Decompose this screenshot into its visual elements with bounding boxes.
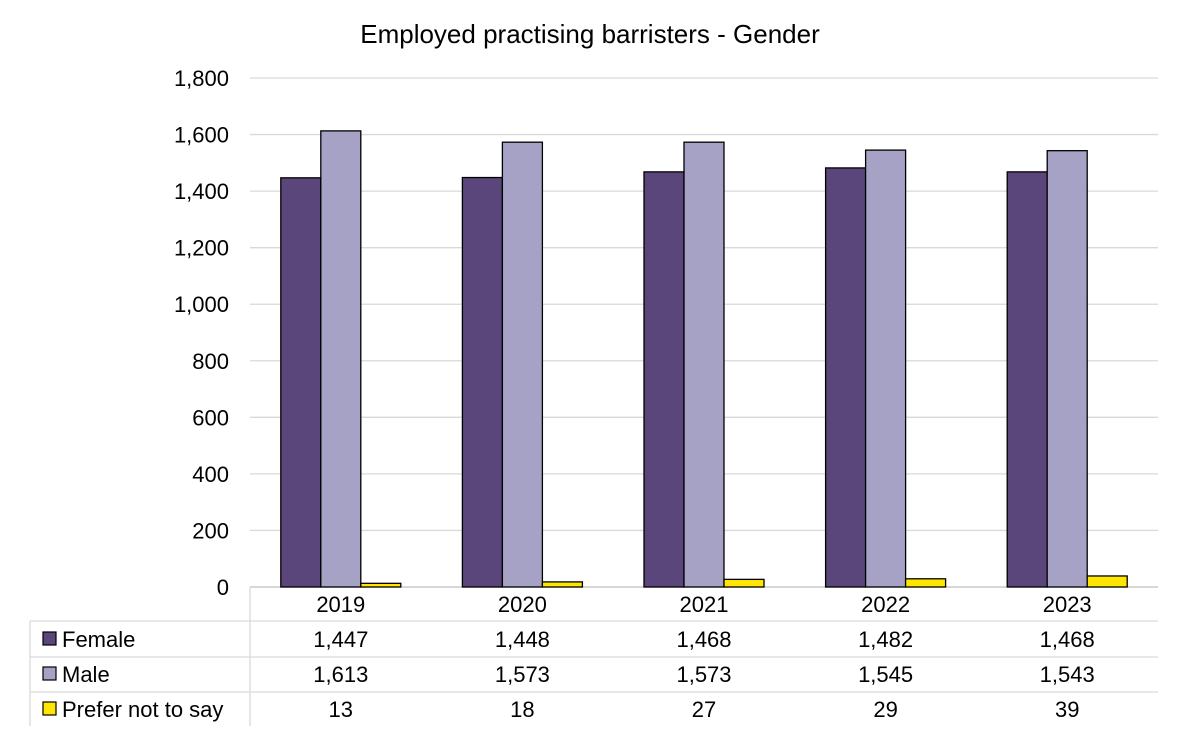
x-tick-label: 2021 [680,592,729,617]
bar [360,582,402,588]
data-label: 1,573 [676,662,731,687]
x-tick-label: 2019 [316,592,365,617]
bar [824,167,867,588]
x-tick-label: 2022 [861,592,910,617]
data-label: 1,573 [495,662,550,687]
bar [320,130,362,588]
bar [864,149,907,588]
bar [541,581,584,588]
legend-label: Prefer not to say [62,697,223,722]
legend-swatch [42,701,57,716]
bar [1086,575,1128,588]
bar [501,141,544,588]
data-label: 27 [692,697,716,722]
y-tick-label: 1,400 [174,179,229,204]
bar [643,171,685,588]
y-axis: 0 200 400 600 800 1,000 1,200 1,400 1,600 1,800 [174,66,229,600]
y-tick-label: 1,800 [174,66,229,91]
bars [280,130,1128,588]
data-label: 1,482 [858,627,913,652]
data-label: 1,613 [313,662,368,687]
data-label: 18 [510,697,534,722]
bar [683,141,725,588]
legend-swatch [42,666,57,681]
bar [280,177,322,588]
y-tick-label: 200 [192,518,229,543]
data-table: Female 1,447 1,448 1,468 1,482 1,468 Male 1,613… [29,587,1158,726]
y-tick-label: 800 [192,349,229,374]
y-tick-label: 0 [217,575,229,600]
legend-swatch [42,631,57,646]
data-label: 1,543 [1040,662,1095,687]
chart-title: Employed practising barristers - Gender [360,19,820,49]
data-label: 1,468 [676,627,731,652]
y-tick-label: 1,600 [174,123,229,148]
data-label: 1,448 [495,627,550,652]
bar [723,578,765,588]
y-tick-label: 600 [192,405,229,430]
bar [904,578,947,588]
bar [1046,150,1088,588]
x-tick-label: 2023 [1043,592,1092,617]
data-label: 39 [1055,697,1079,722]
data-label: 29 [873,697,897,722]
data-label: 1,545 [858,662,913,687]
x-axis: 2019 2020 2021 2022 2023 [316,592,1091,617]
x-tick-label: 2020 [498,592,547,617]
bar [1006,171,1048,588]
data-label: 1,468 [1040,627,1095,652]
data-label: 1,447 [313,627,368,652]
y-tick-label: 1,000 [174,292,229,317]
y-tick-label: 1,200 [174,236,229,261]
data-label: 13 [329,697,353,722]
legend-label: Female [62,627,135,652]
y-tick-label: 400 [192,462,229,487]
legend-label: Male [62,662,110,687]
bar [461,176,504,588]
